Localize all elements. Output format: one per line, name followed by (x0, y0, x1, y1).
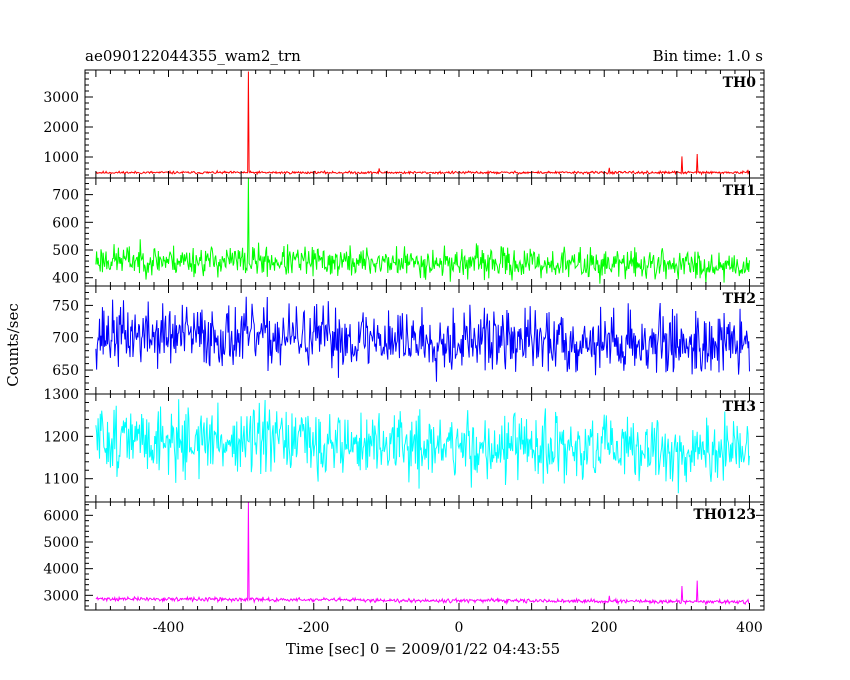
panel-label-th3: TH3 (723, 399, 756, 415)
y-tick-label: 400 (52, 271, 79, 287)
series-line-th3 (95, 399, 750, 494)
y-tick-label: 650 (52, 363, 79, 379)
y-tick-label: 1300 (43, 387, 79, 403)
series-line-th2 (95, 296, 750, 382)
x-tick-label: 0 (455, 620, 464, 636)
y-tick-label: 600 (52, 215, 79, 231)
y-tick-label: 4000 (43, 562, 79, 578)
series-line-th1 (95, 178, 750, 284)
y-tick-label: 6000 (43, 508, 79, 524)
y-axis-label: Counts/sec (4, 303, 22, 387)
series-line-th0 (95, 71, 750, 176)
y-tick-label: 5000 (43, 535, 79, 551)
x-tick-label: 200 (591, 620, 618, 636)
panel-frame-th0 (84, 69, 765, 179)
x-tick-label: -200 (298, 620, 329, 636)
y-tick-label: 3000 (43, 90, 79, 106)
y-tick-label: 1200 (43, 429, 79, 445)
y-tick-label: 2000 (43, 120, 79, 136)
series-line-th0123 (95, 502, 750, 607)
x-tick-label: -400 (153, 620, 184, 636)
x-axis-label: Time [sec] 0 = 2009/01/22 04:43:55 (286, 640, 560, 658)
y-tick-label: 1000 (43, 150, 79, 166)
y-tick-label: 500 (52, 243, 79, 259)
y-tick-label: 3000 (43, 588, 79, 604)
y-tick-label: 700 (52, 188, 79, 204)
bin-time-label: Bin time: 1.0 s (653, 47, 763, 65)
x-tick-label: 400 (736, 620, 763, 636)
panel-label-th0123: TH0123 (693, 507, 756, 523)
panel-label-th0: TH0 (723, 75, 757, 91)
chart-title: ae090122044355_wam2_trn (85, 47, 301, 65)
panel-label-th2: TH2 (723, 291, 756, 307)
y-tick-label: 1100 (43, 472, 79, 488)
y-tick-label: 750 (52, 298, 79, 314)
panel-label-th1: TH1 (723, 183, 756, 199)
panel-frame-th0123 (84, 501, 765, 611)
y-tick-label: 700 (52, 331, 79, 347)
